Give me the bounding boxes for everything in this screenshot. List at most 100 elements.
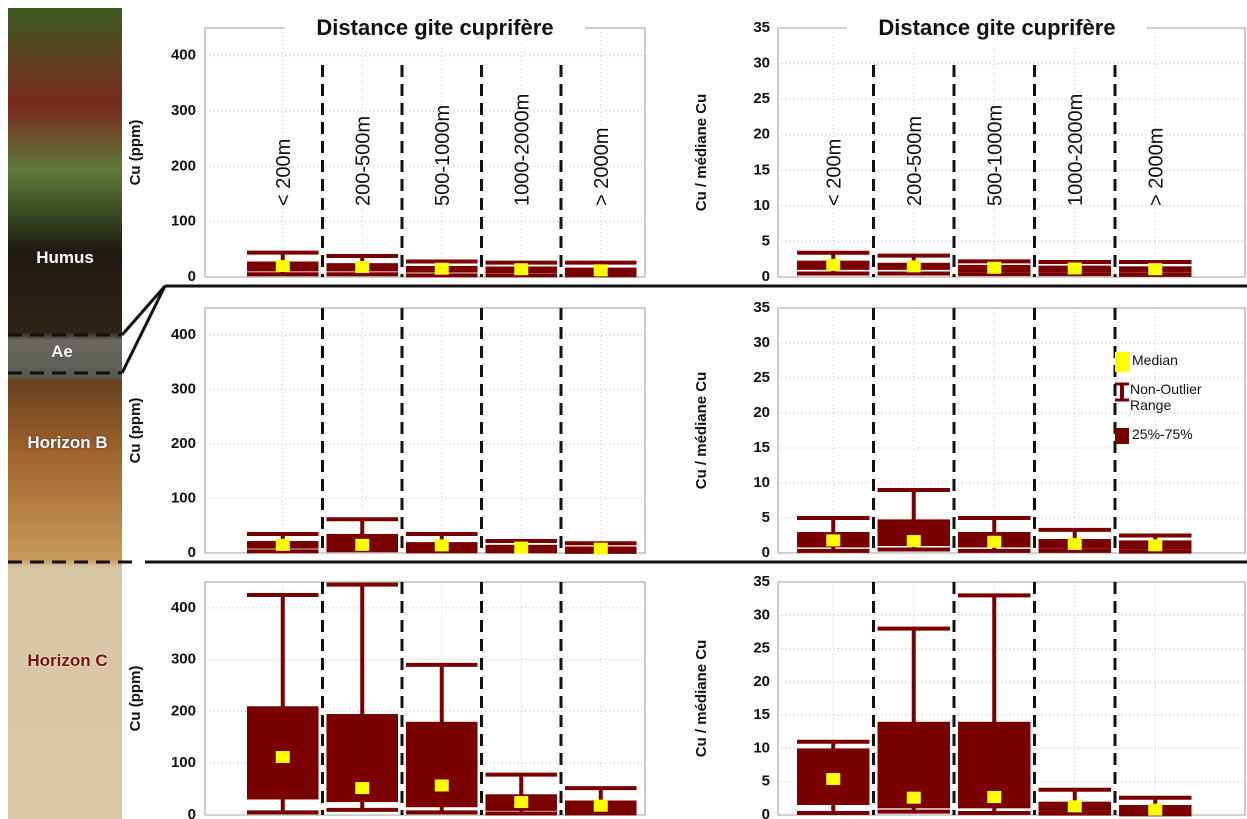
y-tick-label: 30	[753, 55, 770, 72]
median	[826, 773, 841, 786]
legend-label: Median	[1132, 352, 1178, 368]
x-tick-label: > 2000m	[591, 128, 613, 206]
chart: 0 5 10 15 20 25 30 35 Cu / médiane Cu Median Non-O…	[693, 299, 1246, 561]
x-tick-label: 500-1000m	[984, 105, 1006, 206]
median	[1148, 539, 1163, 552]
y-tick-label: 0	[762, 806, 770, 819]
y-tick-label: 200	[171, 157, 196, 174]
median	[593, 799, 608, 812]
y-tick-label: 0	[188, 806, 196, 819]
median	[906, 791, 921, 804]
x-tick-label: 200-500m	[904, 116, 926, 206]
soil-label: Horizon C	[27, 651, 108, 670]
x-tick-label: 1000-2000m	[511, 94, 533, 206]
chart: 0 5 10 15 20 25 30 35 Cu / médiane Cu	[693, 573, 1246, 819]
title-bg	[285, 18, 585, 42]
median	[987, 791, 1002, 804]
y-tick-label: 25	[753, 640, 770, 657]
median	[987, 261, 1002, 274]
plot-frame	[777, 307, 1246, 554]
y-tick-label: 100	[171, 754, 196, 771]
soil-label: Horizon B	[27, 433, 108, 452]
y-tick-label: 300	[171, 381, 196, 398]
x-tick-label: < 200m	[273, 139, 295, 206]
y-tick-label: 35	[753, 573, 770, 590]
y-tick-label: 400	[171, 326, 196, 343]
soil-label-box: Horizon B	[27, 433, 108, 452]
x-tick-label: 200-500m	[352, 116, 374, 206]
median	[275, 751, 290, 764]
y-tick-label: 100	[171, 213, 196, 230]
y-axis-label: Cu / médiane Cu	[693, 640, 710, 758]
y-tick-label: 25	[753, 369, 770, 386]
chart: 0 100 200 300 400 Cu (ppm) Distance gite cupri…	[127, 15, 646, 285]
y-tick-label: 100	[171, 490, 196, 507]
legend-label: Non-Outlier Range	[1130, 381, 1202, 413]
y-tick-label: 20	[753, 404, 770, 421]
x-tick-label: > 2000m	[1145, 128, 1167, 206]
y-tick-label: 10	[753, 197, 770, 214]
y-tick-label: 0	[762, 268, 770, 285]
y-tick-label: 10	[753, 474, 770, 491]
median	[987, 535, 1002, 548]
median	[593, 542, 608, 555]
y-tick-label: 35	[753, 19, 770, 36]
horizon-line	[120, 285, 167, 374]
y-axis-label: Cu (ppm)	[127, 398, 144, 464]
median	[275, 538, 290, 551]
y-axis-label: Cu / médiane Cu	[693, 94, 710, 212]
chart: 0 100 200 300 400 Cu (ppm)	[127, 307, 646, 561]
soil-image	[8, 8, 122, 819]
y-tick-label: 15	[753, 161, 770, 178]
y-tick-label: 0	[188, 268, 196, 285]
x-tick-label: 1000-2000m	[1065, 94, 1087, 206]
plot-frame	[777, 27, 1246, 278]
median	[593, 264, 608, 277]
legend-label-box: Non-Outlier Range	[1130, 381, 1202, 413]
y-tick-label: 200	[171, 435, 196, 452]
plot-frame	[204, 307, 646, 554]
box	[405, 721, 478, 808]
x-tick-label: 500-1000m	[432, 105, 454, 206]
median	[906, 260, 921, 273]
y-tick-label: 400	[171, 47, 196, 64]
y-tick-label: 30	[753, 606, 770, 623]
median	[355, 538, 370, 551]
chart-title: Distance gite cuprifère	[316, 15, 553, 40]
y-tick-label: 15	[753, 706, 770, 723]
median	[1067, 800, 1082, 813]
median	[906, 535, 921, 548]
y-tick-label: 5	[762, 509, 770, 526]
legend-swatch	[1115, 428, 1129, 444]
title-bg	[847, 18, 1147, 42]
soil-label: Humus	[36, 248, 94, 267]
y-tick-label: 20	[753, 673, 770, 690]
median	[1067, 537, 1082, 550]
soil-label-box: Horizon C	[27, 651, 108, 670]
soil-column: Humus Ae Horizon B Horizon C	[8, 8, 122, 819]
median	[434, 779, 449, 792]
horizon-line	[120, 285, 167, 336]
y-tick-label: 0	[762, 544, 770, 561]
median	[1148, 803, 1163, 816]
y-tick-label: 30	[753, 334, 770, 351]
median	[514, 263, 529, 276]
median	[1148, 263, 1163, 276]
horizon-lines	[8, 284, 1247, 564]
y-axis-label: Cu (ppm)	[127, 120, 144, 186]
y-tick-label: 200	[171, 702, 196, 719]
y-tick-label: 5	[762, 773, 770, 790]
y-tick-label: 20	[753, 126, 770, 143]
median	[355, 782, 370, 795]
legend-label: 25%-75%	[1132, 426, 1193, 442]
plot-frame	[204, 27, 646, 278]
y-tick-label: 300	[171, 651, 196, 668]
y-tick-label: 0	[188, 544, 196, 561]
median	[514, 796, 529, 809]
legend-swatch	[1115, 352, 1129, 372]
y-axis-label: Cu / médiane Cu	[693, 372, 710, 490]
x-tick-label: < 200m	[823, 139, 845, 206]
median	[826, 258, 841, 271]
chart-title: Distance gite cuprifère	[878, 15, 1115, 40]
